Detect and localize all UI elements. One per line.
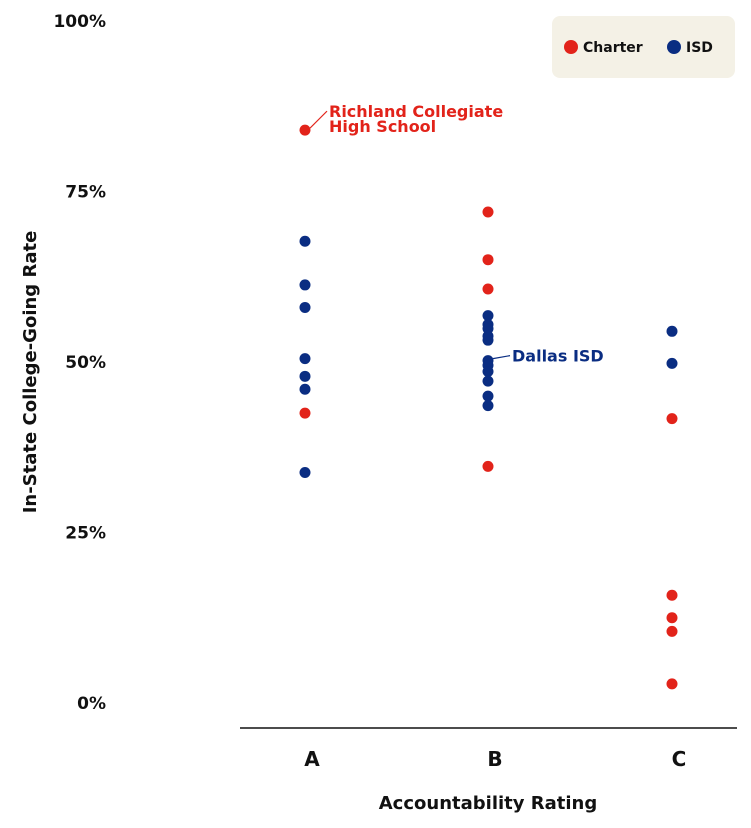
y-tick-label: 100% bbox=[53, 12, 106, 32]
annotation-label: Richland Collegiate bbox=[329, 102, 503, 121]
point-isd bbox=[666, 325, 678, 337]
point-charter bbox=[299, 124, 311, 136]
point-charter bbox=[666, 612, 678, 624]
point-charter bbox=[482, 283, 494, 295]
point-isd bbox=[482, 390, 494, 402]
x-tick-label-a: A bbox=[304, 747, 320, 771]
x-axis-tick-labels: A B C bbox=[304, 747, 686, 771]
x-tick-label-c: C bbox=[672, 747, 687, 771]
legend: Charter ISD bbox=[552, 16, 735, 78]
annotation-leader-line bbox=[492, 355, 511, 360]
y-tick-label: 50% bbox=[65, 353, 106, 373]
point-isd bbox=[299, 235, 311, 247]
point-isd bbox=[299, 301, 311, 313]
annotation-leader-line bbox=[309, 110, 328, 129]
point-charter bbox=[482, 206, 494, 218]
point-isd bbox=[482, 334, 494, 346]
point-charter bbox=[666, 413, 678, 425]
point-isd bbox=[299, 353, 311, 365]
legend-box bbox=[552, 16, 735, 78]
x-axis-title: Accountability Rating bbox=[379, 793, 598, 814]
point-charter bbox=[482, 254, 494, 266]
point-charter bbox=[666, 625, 678, 637]
point-isd bbox=[482, 310, 494, 322]
point-isd bbox=[299, 383, 311, 395]
legend-label-isd: ISD bbox=[686, 40, 713, 56]
point-isd bbox=[299, 370, 311, 382]
point-isd bbox=[299, 466, 311, 478]
data-points bbox=[299, 124, 678, 690]
legend-marker-isd bbox=[667, 40, 681, 54]
y-axis-ticks: 0% 25% 50% 75% 100% bbox=[53, 12, 106, 714]
point-isd bbox=[299, 279, 311, 291]
y-tick-label: 0% bbox=[77, 694, 106, 714]
point-isd bbox=[482, 366, 494, 378]
y-axis-title: In-State College-Going Rate bbox=[20, 231, 41, 514]
point-isd bbox=[482, 375, 494, 387]
x-tick-label-b: B bbox=[487, 747, 502, 771]
y-tick-label: 75% bbox=[65, 183, 106, 203]
y-tick-label: 25% bbox=[65, 524, 106, 544]
point-isd bbox=[482, 400, 494, 412]
annotation-label: Dallas ISD bbox=[512, 347, 604, 366]
point-charter bbox=[666, 589, 678, 601]
point-isd bbox=[666, 357, 678, 369]
legend-label-charter: Charter bbox=[583, 40, 643, 56]
legend-marker-charter bbox=[564, 40, 578, 54]
point-charter bbox=[482, 460, 494, 472]
point-charter bbox=[666, 678, 678, 690]
point-charter bbox=[299, 407, 311, 419]
annotation-label: High School bbox=[329, 117, 436, 136]
